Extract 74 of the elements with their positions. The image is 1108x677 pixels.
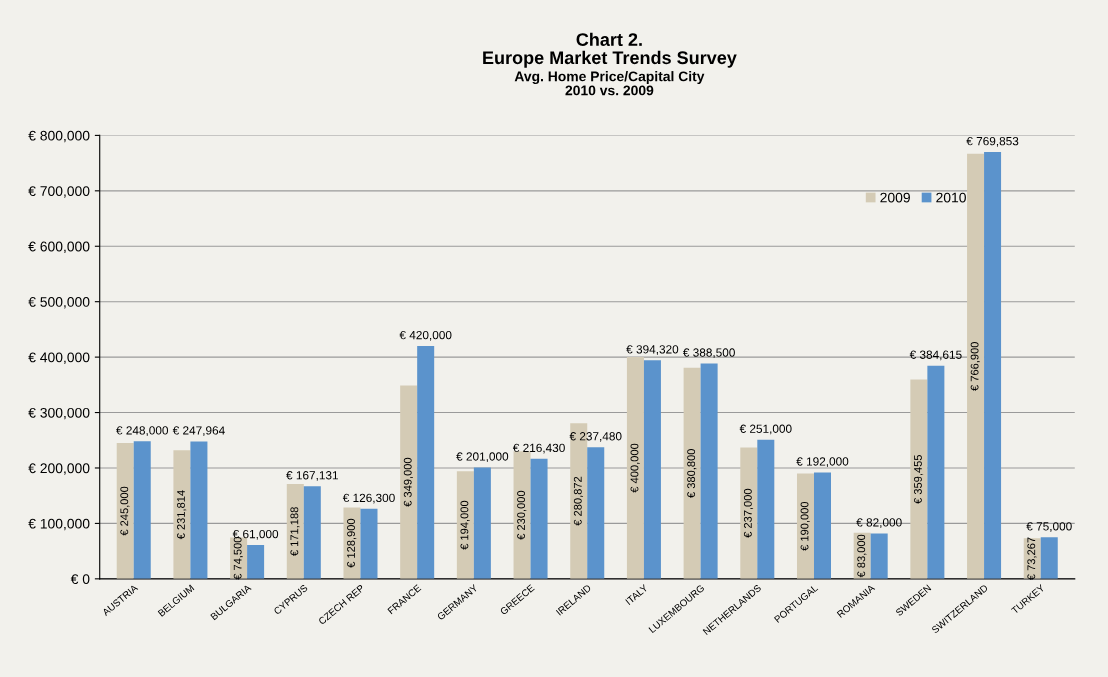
data-label: € 74,500 <box>233 536 243 580</box>
bar <box>116 443 134 579</box>
data-label: € 75,000 <box>1026 522 1072 532</box>
data-label: € 73,267 <box>1027 537 1037 581</box>
data-label: € 192,000 <box>796 457 849 468</box>
bar <box>587 447 605 579</box>
bar <box>967 153 985 579</box>
bar <box>456 471 474 579</box>
bar <box>530 458 548 579</box>
data-label: € 388,500 <box>682 348 735 359</box>
y-tick-label: € 400,000 <box>28 352 90 364</box>
data-label: € 400,000 <box>630 443 640 493</box>
y-tick-label: € 300,000 <box>28 407 90 420</box>
bar <box>643 360 661 579</box>
data-label: € 126,300 <box>342 493 395 504</box>
data-label: € 420,000 <box>399 330 452 341</box>
data-label: € 128,900 <box>347 518 357 568</box>
bar <box>360 508 378 579</box>
chart-subtitle: Avg. Home Price/Capital City 2010 vs. 2009 <box>514 71 705 96</box>
data-label: € 349,000 <box>403 457 413 507</box>
bar <box>173 450 191 579</box>
data-label: € 237,000 <box>743 488 754 538</box>
bar <box>757 439 775 579</box>
data-label: € 769,853 <box>966 136 1019 147</box>
bar <box>247 545 265 579</box>
bar <box>473 467 491 579</box>
y-tick-label: € 700,000 <box>28 186 90 198</box>
y-tick-label: € 600,000 <box>28 241 90 254</box>
data-label: € 190,000 <box>800 501 810 551</box>
data-label: € 248,000 <box>116 426 169 436</box>
bar <box>417 346 435 579</box>
bar <box>740 447 758 579</box>
data-label: € 82,000 <box>856 518 902 529</box>
data-label: € 251,000 <box>739 424 792 435</box>
bar <box>796 473 814 579</box>
bar <box>870 533 888 579</box>
y-tick-label: € 200,000 <box>28 463 90 475</box>
data-label: € 245,000 <box>120 486 130 536</box>
data-label: € 201,000 <box>456 452 509 463</box>
data-label: € 230,000 <box>517 490 527 540</box>
y-tick-label: € 0 <box>70 574 90 584</box>
legend-label: 2009 <box>880 192 910 203</box>
data-label: € 380,800 <box>687 449 697 498</box>
bar <box>700 363 718 579</box>
data-label: € 766,900 <box>970 342 980 391</box>
bar <box>910 379 928 579</box>
bar <box>813 472 831 579</box>
chart-title: Chart 2. Europe Market Trends Survey <box>483 32 737 68</box>
bar <box>190 441 208 579</box>
bar <box>927 365 945 579</box>
data-label: € 83,000 <box>857 534 867 578</box>
data-label: € 247,964 <box>172 426 225 437</box>
data-label: € 194,000 <box>460 500 470 550</box>
y-tick-label: € 100,000 <box>28 518 90 531</box>
data-label: € 167,131 <box>286 471 338 481</box>
data-label: € 384,615 <box>909 350 962 361</box>
data-label: € 394,320 <box>626 345 679 355</box>
bar <box>133 441 151 579</box>
y-tick-label: € 800,000 <box>28 130 90 143</box>
data-label: € 280,872 <box>573 476 584 526</box>
data-label: € 231,814 <box>177 490 187 540</box>
bar <box>984 152 1002 579</box>
data-label: € 216,430 <box>512 443 565 454</box>
bar <box>400 385 418 579</box>
bar <box>303 486 321 579</box>
y-tick-label: € 500,000 <box>28 297 90 309</box>
bar <box>626 357 644 579</box>
legend-label: 2010 <box>936 192 966 203</box>
bar <box>286 483 304 579</box>
data-label: € 171,188 <box>290 507 300 557</box>
bar <box>1040 537 1058 579</box>
data-label: € 359,455 <box>913 454 924 504</box>
data-label: € 237,480 <box>569 432 622 442</box>
bar <box>683 367 701 579</box>
